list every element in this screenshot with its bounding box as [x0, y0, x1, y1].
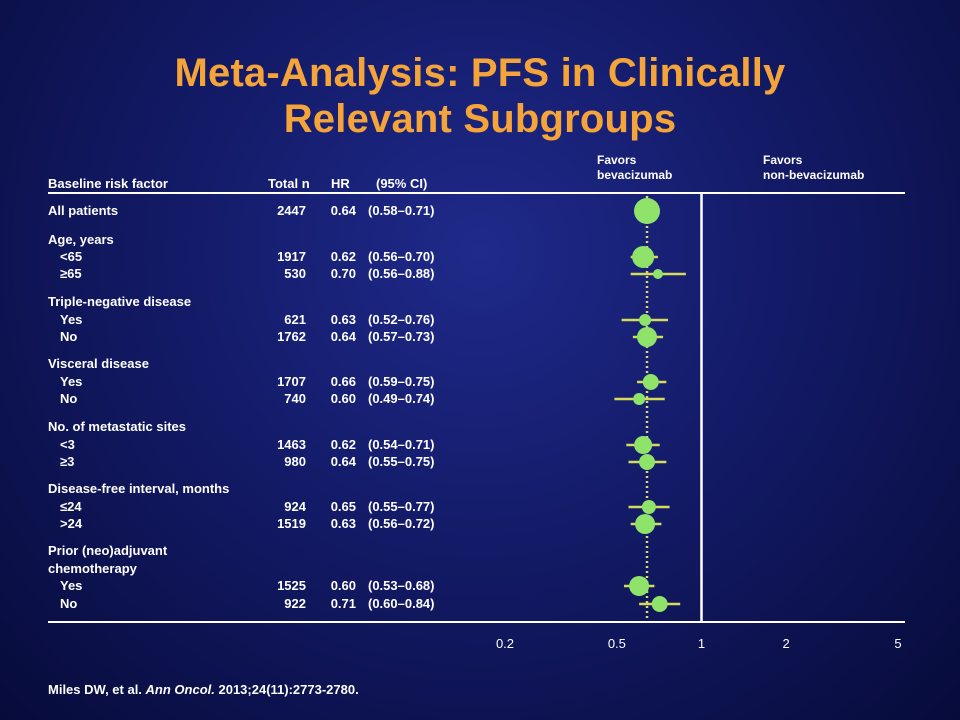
- row-total-n: 924: [284, 499, 306, 514]
- citation-journal: Ann Oncol.: [145, 682, 215, 697]
- row-hr: 0.64: [330, 203, 356, 218]
- favors-right-line-2: non-bevacizumab: [763, 168, 865, 182]
- row-hr: 0.62: [330, 437, 356, 452]
- row-total-n: 1519: [277, 516, 306, 531]
- hr-marker: [642, 374, 659, 390]
- row-total-n: 980: [284, 454, 306, 469]
- header-total-n: Total n: [268, 176, 310, 191]
- row-ci: (0.60–0.84): [368, 596, 435, 611]
- row-label: ≤24: [60, 499, 82, 514]
- row-ci: (0.55–0.75): [368, 454, 435, 469]
- row-total-n: 530: [284, 266, 306, 281]
- row-total-n: 1707: [277, 374, 306, 389]
- row-ci: (0.53–0.68): [368, 578, 435, 593]
- header-factor: Baseline risk factor: [48, 176, 168, 191]
- header-hr: HR: [331, 176, 350, 191]
- slide-title: Meta-Analysis: PFS in Clinically Relevan…: [0, 50, 960, 142]
- row-label: Yes: [60, 374, 83, 389]
- axis-rule: [48, 621, 905, 623]
- row-hr: 0.70: [330, 266, 356, 281]
- group-prior-therapy-line-2: chemotherapy: [48, 561, 137, 576]
- hr-marker: [637, 327, 658, 347]
- group-age: Age, years: [48, 232, 114, 247]
- title-line-1: Meta-Analysis: PFS in Clinically: [174, 51, 786, 95]
- row-hr: 0.64: [330, 329, 356, 344]
- row-ci: (0.57–0.73): [368, 329, 435, 344]
- hr-marker: [632, 246, 655, 268]
- x-tick-label: 0.5: [607, 636, 626, 651]
- row-hr: 0.62: [330, 249, 356, 264]
- row-total-n: 1525: [277, 578, 306, 593]
- row-total-n: 740: [284, 391, 306, 406]
- row-total-n: 922: [284, 596, 306, 611]
- row-hr: 0.71: [330, 596, 356, 611]
- row-ci: (0.54–0.71): [368, 437, 435, 452]
- row-hr: 0.60: [330, 391, 356, 406]
- favors-left-line-2: bevacizumab: [597, 168, 673, 182]
- row-hr: 0.65: [330, 499, 356, 514]
- row-total-n: 621: [284, 312, 306, 327]
- favors-non-bevacizumab-label: Favors non-bevacizumab: [763, 153, 864, 183]
- row-ci: (0.56–0.70): [368, 249, 435, 264]
- hr-marker: [639, 314, 652, 326]
- x-tick-label: 1: [697, 636, 706, 651]
- row-label: Yes: [60, 578, 83, 593]
- row-hr: 0.64: [330, 454, 356, 469]
- row-ci: (0.58–0.71): [368, 203, 435, 218]
- favors-right-line-1: Favors: [763, 153, 803, 167]
- row-hr: 0.66: [330, 374, 356, 389]
- row-label: <65: [60, 249, 83, 264]
- group-metastatic-sites: No. of metastatic sites: [48, 419, 186, 434]
- header-ci: (95% CI): [376, 176, 428, 191]
- row-label: No: [60, 391, 78, 406]
- row-ci: (0.56–0.72): [368, 516, 435, 531]
- row-label: >24: [60, 516, 83, 531]
- row-ci: (0.49–0.74): [368, 391, 435, 406]
- row-ci: (0.52–0.76): [368, 312, 435, 327]
- group-prior-therapy-line-1: Prior (neo)adjuvant: [48, 543, 168, 558]
- group-disease-free-interval: Disease-free interval, months: [48, 481, 230, 496]
- title-line-2: Relevant Subgroups: [283, 97, 677, 141]
- favors-left-line-1: Favors: [597, 153, 637, 167]
- row-label: No: [60, 596, 78, 611]
- group-triple-negative: Triple-negative disease: [48, 294, 192, 309]
- citation: Miles DW, et al. Ann Oncol. 2013;24(11):…: [48, 682, 359, 697]
- row-label: ≥3: [60, 454, 75, 469]
- citation-authors: Miles DW, et al.: [48, 682, 146, 697]
- hr-marker: [651, 596, 668, 612]
- group-visceral: Visceral disease: [48, 356, 149, 371]
- row-hr: 0.60: [330, 578, 356, 593]
- row-ci: (0.55–0.77): [368, 499, 435, 514]
- row-label: No: [60, 329, 78, 344]
- citation-details: 2013;24(11):2773-2780.: [214, 682, 359, 697]
- row-hr: 0.63: [330, 312, 356, 327]
- row-hr: 0.63: [330, 516, 356, 531]
- hr-marker: [652, 269, 663, 279]
- row-ci: (0.56–0.88): [368, 266, 435, 281]
- row-total-n: 1917: [277, 249, 306, 264]
- x-tick-label: 2: [782, 636, 790, 651]
- hr-marker: [634, 198, 661, 224]
- x-tick-label: 5: [894, 636, 902, 651]
- row-label: Yes: [60, 312, 83, 327]
- hr-marker: [633, 393, 646, 405]
- row-ci: (0.59–0.75): [368, 374, 435, 389]
- hr-marker: [634, 436, 653, 454]
- row-label: <3: [60, 437, 75, 452]
- row-total-n: 1762: [277, 329, 306, 344]
- x-tick-label: 0.2: [495, 636, 515, 651]
- row-label: ≥65: [60, 266, 82, 281]
- row-total-n: 2447: [277, 203, 306, 218]
- header-rule: [48, 192, 905, 194]
- hr-marker: [635, 514, 656, 534]
- hr-marker: [639, 454, 656, 470]
- row-total-n: 1463: [277, 437, 306, 452]
- row-label: All patients: [48, 203, 119, 218]
- favors-bevacizumab-label: Favors bevacizumab: [597, 153, 672, 183]
- hr-marker: [641, 500, 656, 514]
- hr-marker: [629, 576, 650, 596]
